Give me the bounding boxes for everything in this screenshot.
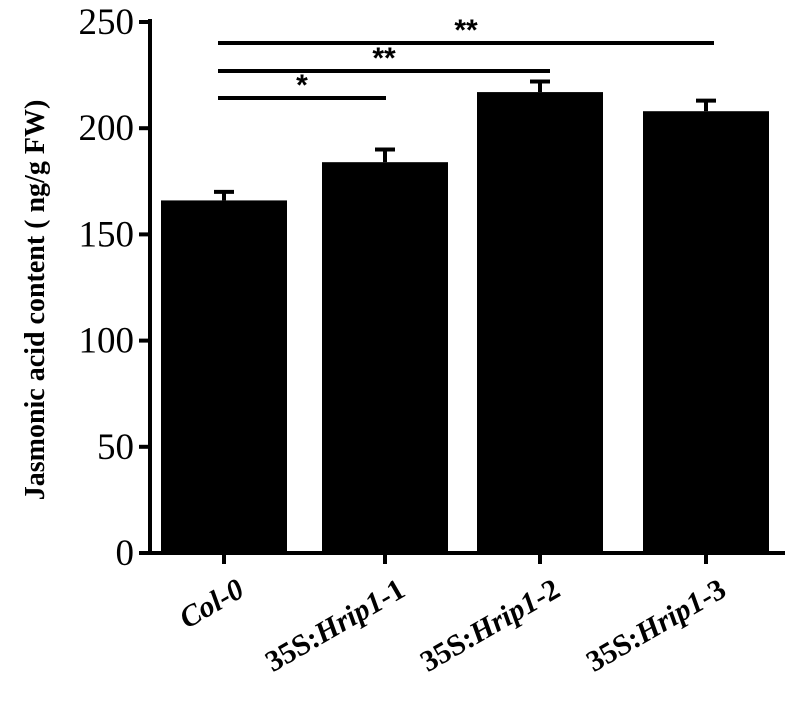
- category-italic-name: Hrip1: [463, 585, 544, 651]
- category-italic-name: Hrip1: [629, 585, 710, 651]
- y-tick-label: 250: [79, 2, 135, 43]
- bar: [161, 200, 287, 553]
- x-category-label: 35S:Hrip1-3: [581, 572, 732, 678]
- y-axis-label-group: Jasmonic acid content ( ng/g FW): [20, 100, 51, 501]
- y-tick-label: 200: [79, 108, 135, 149]
- y-tick-label: 0: [116, 533, 135, 574]
- significance-label: *: [296, 69, 308, 102]
- y-tick-label: 150: [79, 214, 135, 255]
- plot-area: 050100150200250Col-035S:Hrip1-135S:Hrip1…: [79, 2, 785, 679]
- significance-label: **: [454, 14, 478, 47]
- y-axis-label: Jasmonic acid content ( ng/g FW): [20, 100, 51, 501]
- x-category-label: 35S:Hrip1-2: [415, 572, 566, 678]
- x-category-label: 35S:Hrip1-1: [260, 572, 411, 678]
- category-italic-name: Hrip1: [308, 585, 389, 651]
- category-italic-name: Col-0: [174, 572, 250, 635]
- bar: [643, 111, 769, 553]
- significance-label: **: [372, 42, 396, 75]
- y-tick-label: 100: [79, 321, 135, 362]
- x-category-label: Col-0: [174, 572, 250, 635]
- bar: [322, 162, 448, 553]
- bar: [477, 92, 603, 553]
- y-tick-label: 50: [97, 427, 134, 468]
